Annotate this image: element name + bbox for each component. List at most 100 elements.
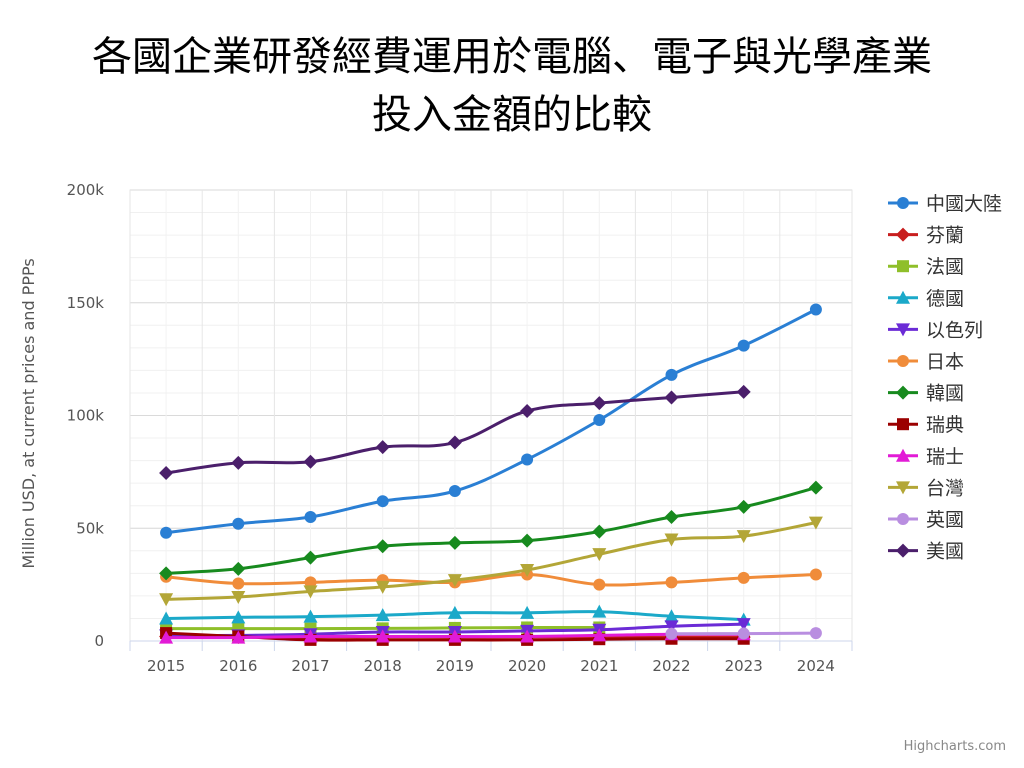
- data-point[interactable]: [159, 611, 174, 625]
- data-point[interactable]: [448, 485, 461, 498]
- legend-item[interactable]: 韓國: [888, 383, 964, 405]
- data-point[interactable]: [592, 628, 607, 642]
- data-point[interactable]: [375, 629, 390, 643]
- legend-marker[interactable]: [897, 355, 909, 367]
- data-point[interactable]: [232, 577, 245, 590]
- series-line[interactable]: [164, 521, 818, 601]
- series-line[interactable]: [164, 486, 818, 575]
- legend-item[interactable]: 瑞典: [888, 414, 964, 436]
- data-point[interactable]: [664, 390, 679, 405]
- legend-marker[interactable]: [897, 418, 909, 431]
- data-point[interactable]: [809, 627, 822, 640]
- legend-label: 日本: [926, 351, 964, 373]
- data-point[interactable]: [231, 561, 246, 576]
- data-point[interactable]: [665, 576, 678, 589]
- legend-marker[interactable]: [897, 260, 909, 273]
- data-point[interactable]: [303, 585, 318, 599]
- data-point[interactable]: [737, 571, 750, 584]
- legend-marker[interactable]: [896, 290, 910, 304]
- data-point[interactable]: [304, 510, 317, 523]
- legend-marker[interactable]: [896, 448, 910, 462]
- data-point[interactable]: [231, 591, 246, 605]
- data-point[interactable]: [592, 548, 607, 562]
- data-point[interactable]: [664, 609, 679, 623]
- data-point[interactable]: [160, 526, 173, 539]
- legend-item[interactable]: 台灣: [888, 477, 964, 499]
- x-tick-label: 2022: [652, 657, 690, 675]
- data-point[interactable]: [520, 533, 535, 548]
- data-point[interactable]: [520, 563, 535, 577]
- data-point[interactable]: [736, 384, 751, 399]
- data-point[interactable]: [159, 593, 174, 607]
- data-point[interactable]: [447, 629, 462, 643]
- legend-item[interactable]: 中國大陸: [888, 193, 1002, 215]
- data-point[interactable]: [447, 574, 462, 588]
- data-point[interactable]: [592, 604, 607, 618]
- data-point[interactable]: [375, 440, 390, 455]
- legend-item[interactable]: 瑞士: [888, 446, 964, 468]
- data-point[interactable]: [375, 539, 390, 554]
- legend-item[interactable]: 以色列: [888, 319, 983, 341]
- highcharts-credit[interactable]: Highcharts.com: [903, 739, 1006, 754]
- data-point[interactable]: [447, 605, 462, 619]
- data-point[interactable]: [520, 605, 535, 619]
- legend-marker[interactable]: [896, 481, 910, 495]
- data-point[interactable]: [520, 403, 535, 418]
- data-point[interactable]: [375, 580, 390, 594]
- data-point[interactable]: [376, 495, 389, 508]
- data-point[interactable]: [809, 303, 822, 316]
- data-point[interactable]: [664, 620, 679, 634]
- data-point[interactable]: [593, 414, 606, 427]
- data-point[interactable]: [231, 610, 246, 624]
- y-tick-label: 200k: [67, 181, 105, 199]
- data-point[interactable]: [664, 509, 679, 524]
- data-point[interactable]: [520, 629, 535, 643]
- data-point[interactable]: [592, 524, 607, 539]
- data-point[interactable]: [809, 568, 822, 581]
- legend-marker[interactable]: [896, 543, 910, 558]
- data-point[interactable]: [664, 533, 679, 547]
- legend-item[interactable]: 英國: [888, 509, 964, 531]
- data-point[interactable]: [303, 550, 318, 565]
- data-point[interactable]: [521, 453, 534, 466]
- data-point[interactable]: [447, 535, 462, 550]
- data-point[interactable]: [737, 627, 750, 640]
- data-point[interactable]: [159, 566, 174, 581]
- data-point[interactable]: [304, 576, 317, 589]
- legend-marker[interactable]: [896, 323, 910, 337]
- data-point[interactable]: [736, 499, 751, 514]
- series-8: [159, 627, 751, 644]
- data-point[interactable]: [231, 455, 246, 470]
- data-point[interactable]: [159, 630, 174, 644]
- legend-marker[interactable]: [896, 227, 910, 242]
- data-point[interactable]: [159, 466, 174, 481]
- data-point[interactable]: [303, 609, 318, 623]
- data-point[interactable]: [375, 608, 390, 622]
- data-point[interactable]: [737, 339, 750, 352]
- legend-marker[interactable]: [897, 197, 909, 209]
- data-point[interactable]: [592, 396, 607, 411]
- data-point[interactable]: [447, 435, 462, 450]
- data-point[interactable]: [593, 578, 606, 591]
- legend-item[interactable]: 美國: [888, 541, 964, 563]
- data-point[interactable]: [736, 530, 751, 544]
- series-line[interactable]: [164, 572, 818, 587]
- legend-item[interactable]: 德國: [888, 288, 964, 310]
- data-point[interactable]: [303, 454, 318, 469]
- data-point[interactable]: [808, 480, 823, 495]
- legend-item[interactable]: 日本: [888, 351, 964, 373]
- legend-marker[interactable]: [897, 513, 909, 525]
- data-point[interactable]: [665, 627, 678, 640]
- data-point[interactable]: [231, 630, 246, 644]
- legend-item[interactable]: 法國: [888, 256, 964, 278]
- chart-title: 各國企業研發經費運用於電腦、電子與光學產業 投入金額的比較: [0, 28, 1024, 144]
- data-point[interactable]: [736, 618, 751, 632]
- legend-marker[interactable]: [896, 385, 910, 400]
- data-point[interactable]: [665, 368, 678, 381]
- data-point[interactable]: [232, 517, 245, 530]
- data-point[interactable]: [808, 516, 823, 530]
- legend-item[interactable]: 芬蘭: [888, 225, 964, 247]
- data-point[interactable]: [303, 629, 318, 643]
- series-line[interactable]: [164, 308, 818, 535]
